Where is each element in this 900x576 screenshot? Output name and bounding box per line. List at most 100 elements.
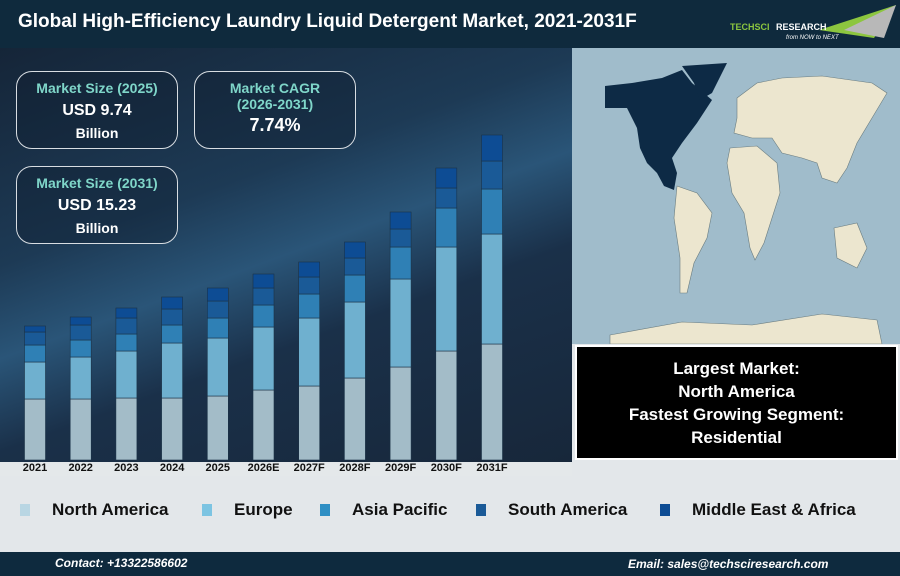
legend-item: North America <box>20 500 169 520</box>
bar-segment-asia-pacific-2028F <box>344 274 366 303</box>
bar-segment-middle-east-africa-2022 <box>69 316 92 326</box>
chart-legend: North America Europe Asia Pacific South Ame… <box>0 500 900 524</box>
bar-segment-asia-pacific-2025 <box>207 317 229 339</box>
map-greenland <box>682 63 727 100</box>
page-title: Global High-Efficiency Laundry Liquid De… <box>18 11 637 32</box>
bar-segment-south-america-2031F <box>481 160 503 190</box>
bar-segment-north-america-2028F <box>344 377 366 461</box>
bar-segment-asia-pacific-2022 <box>69 339 92 358</box>
fastest-segment-label: Fastest Growing Segment: <box>628 405 845 424</box>
x-tick-label: 2023 <box>114 462 139 474</box>
techsci-logo: TECHSCI RESEARCH from NOW to NEXT <box>730 5 896 41</box>
bar-segment-south-america-2028F <box>344 257 366 276</box>
map-eurasia <box>733 75 888 184</box>
bar-segment-europe-2021 <box>24 361 46 400</box>
bar-segment-north-america-2022 <box>69 398 92 461</box>
map-antarctica <box>609 313 883 344</box>
bar-segment-north-america-2025 <box>207 395 229 461</box>
bar-segment-south-america-2024 <box>161 308 183 326</box>
bar-segment-middle-east-africa-2027F <box>298 261 321 278</box>
bar-segment-south-america-2025 <box>207 300 229 319</box>
bar-segment-middle-east-africa-2026E <box>252 273 275 289</box>
x-tick-label: 2027F <box>293 462 325 474</box>
bar-segment-south-america-2022 <box>69 324 92 341</box>
card-value: USD 9.74 <box>62 102 132 119</box>
legend-label: Asia Pacific <box>352 500 448 519</box>
market-cagr-card: Market CAGR (2026-2031) 7.74% <box>194 71 356 149</box>
x-tick-label: 2021 <box>22 462 48 474</box>
contact-phone: Contact: +13322586602 <box>55 556 188 570</box>
bar-segment-south-america-2023 <box>115 317 138 335</box>
bar-segment-europe-2028F <box>344 301 366 379</box>
legend-swatch <box>476 504 486 516</box>
bar-segment-middle-east-africa-2025 <box>207 287 229 302</box>
legend-item: Middle East & Africa <box>660 500 856 520</box>
bar-segment-north-america-2026E <box>252 389 275 461</box>
x-tick-label: 2028F <box>339 462 371 474</box>
svg-text:TECHSCI: TECHSCI <box>730 22 770 32</box>
card-unit: Billion <box>75 125 119 141</box>
world-map <box>572 48 900 344</box>
bar-segment-north-america-2024 <box>161 397 183 461</box>
legend-swatch <box>202 504 212 516</box>
bar-segment-middle-east-africa-2031F <box>481 134 503 162</box>
x-axis: 2021 2022 2023 2024 2025 2026E 2027F 2028F 2029F… <box>0 462 572 476</box>
chart-background <box>0 48 572 462</box>
bar-segment-north-america-2030F <box>435 350 458 461</box>
x-tick-label: 2024 <box>159 462 185 474</box>
card-label: Market CAGR (2026-2031) <box>229 80 321 112</box>
card-label: Market Size (2031) <box>36 175 158 191</box>
contact-email: Email: sales@techsciresearch.com <box>628 557 829 571</box>
bar-segment-north-america-2031F <box>481 343 503 461</box>
bar-segment-asia-pacific-2027F <box>298 293 321 319</box>
legend-label: Europe <box>234 500 293 519</box>
bar-segment-asia-pacific-2024 <box>161 324 183 344</box>
bar-segment-south-america-2027F <box>298 276 321 295</box>
bar-segment-europe-2029F <box>389 278 412 368</box>
bar-segment-asia-pacific-2030F <box>435 207 458 248</box>
map-south-america <box>673 185 713 294</box>
bar-segment-middle-east-africa-2023 <box>115 307 138 319</box>
legend-label: Middle East & Africa <box>692 500 856 519</box>
bar-segment-south-america-2029F <box>389 228 412 248</box>
x-tick-label: 2026E <box>247 462 280 474</box>
bar-segment-asia-pacific-2023 <box>115 333 138 352</box>
card-unit: Billion <box>75 220 119 236</box>
fastest-segment-value: Residential <box>691 428 782 447</box>
svg-text:from NOW to NEXT: from NOW to NEXT <box>786 35 840 41</box>
legend-label: North America <box>52 500 169 519</box>
bar-segment-south-america-2026E <box>252 287 275 306</box>
bar-segment-europe-2031F <box>481 233 503 345</box>
bar-segment-asia-pacific-2021 <box>24 344 46 363</box>
map-australia <box>833 222 868 269</box>
card-label: Market Size (2025) <box>36 80 158 96</box>
legend-swatch <box>20 504 30 516</box>
bar-segment-europe-2025 <box>207 337 229 397</box>
map-africa <box>726 145 781 261</box>
map-north-america <box>605 70 712 190</box>
x-tick-label: 2030F <box>430 462 462 474</box>
bar-segment-middle-east-africa-2030F <box>435 167 458 189</box>
largest-market-value: North America <box>678 382 795 401</box>
legend-swatch <box>660 504 670 516</box>
bar-segment-asia-pacific-2026E <box>252 304 275 328</box>
stacked-bar-chart <box>24 134 503 461</box>
bar-segment-asia-pacific-2031F <box>481 188 503 235</box>
legend-item: Europe <box>202 500 293 520</box>
bar-segment-europe-2030F <box>435 246 458 352</box>
bar-segment-middle-east-africa-2024 <box>161 296 183 310</box>
bar-segment-middle-east-africa-2028F <box>344 241 366 259</box>
svg-text:RESEARCH: RESEARCH <box>776 22 827 32</box>
x-tick-label: 2022 <box>68 462 93 474</box>
x-tick-label: 2029F <box>384 462 417 474</box>
card-value: 7.74% <box>249 115 301 135</box>
header: Global High-Efficiency Laundry Liquid De… <box>0 0 900 48</box>
x-tick-label: 2025 <box>205 462 231 474</box>
legend-item: South America <box>476 500 627 520</box>
footer: Contact: +13322586602 Email: sales@techs… <box>0 552 900 576</box>
bar-segment-north-america-2027F <box>298 385 321 461</box>
bar-segment-north-america-2021 <box>24 398 46 461</box>
legend-item: Asia Pacific <box>320 500 447 520</box>
market-size-2025-card: Market Size (2025) USD 9.74 Billion <box>16 71 178 149</box>
largest-market-label: Largest Market: <box>673 359 800 378</box>
